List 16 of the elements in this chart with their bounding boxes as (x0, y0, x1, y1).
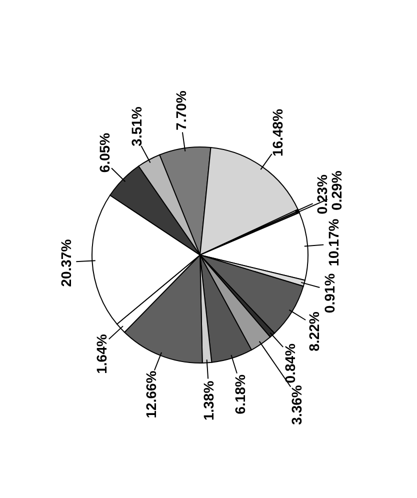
data-label: 1.38% (200, 380, 217, 421)
data-label: 0.91% (321, 272, 338, 314)
data-label: 6.18% (232, 374, 248, 414)
data-label: 20.37% (58, 238, 74, 287)
data-label: 8.22% (306, 311, 322, 352)
data-label: 12.66% (142, 370, 159, 418)
data-label: 0.84% (282, 342, 298, 384)
data-label: 3.36% (288, 384, 304, 425)
data-label: 0.23% (314, 174, 330, 214)
data-label: 7.70% (173, 90, 190, 130)
data-label: 16.48% (270, 108, 286, 156)
data-label: 1.64% (94, 334, 110, 374)
data-label: 6.05% (96, 132, 112, 173)
data-label: 3.51% (128, 106, 144, 146)
data-label: 10.17% (326, 218, 342, 266)
data-label: 0.29% (328, 170, 345, 210)
